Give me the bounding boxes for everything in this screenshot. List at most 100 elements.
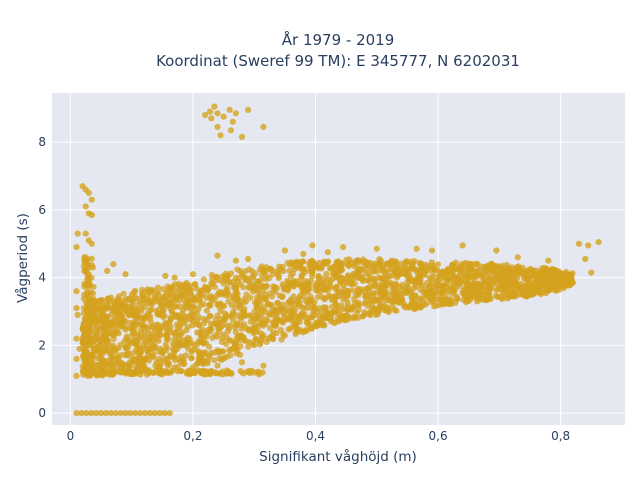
data-point — [367, 297, 374, 304]
data-point — [262, 320, 269, 327]
data-point — [224, 328, 231, 335]
data-point — [82, 254, 89, 261]
data-point — [171, 281, 179, 288]
data-point — [221, 310, 228, 317]
data-point — [288, 299, 296, 306]
data-point — [457, 267, 464, 274]
data-point — [458, 277, 465, 284]
data-point — [568, 275, 575, 282]
data-point — [477, 284, 484, 291]
data-point — [418, 265, 425, 272]
data-point — [290, 317, 297, 324]
data-point — [164, 369, 172, 377]
data-point — [350, 314, 357, 321]
data-point — [290, 310, 298, 317]
data-point — [321, 296, 328, 303]
data-point — [351, 296, 358, 303]
data-point — [547, 281, 554, 288]
data-point — [349, 272, 356, 279]
data-point — [232, 257, 239, 264]
x-tick-label: 0,4 — [306, 429, 325, 443]
data-point — [313, 308, 320, 315]
data-point — [121, 338, 128, 345]
data-point — [117, 410, 124, 417]
data-point — [219, 348, 227, 355]
data-point — [412, 305, 419, 312]
data-point — [563, 273, 570, 280]
data-point — [132, 330, 139, 337]
data-point — [349, 304, 356, 311]
data-point — [200, 320, 207, 327]
data-point — [189, 364, 197, 371]
data-point — [104, 331, 111, 338]
data-point — [102, 367, 109, 374]
data-point — [439, 297, 446, 304]
data-point — [514, 270, 521, 277]
data-point — [334, 269, 341, 276]
data-point — [200, 339, 207, 346]
data-point — [221, 316, 228, 323]
data-point — [315, 274, 322, 281]
data-point — [247, 327, 254, 334]
data-point — [193, 309, 201, 316]
data-point — [177, 315, 184, 322]
data-point — [334, 288, 341, 295]
data-point — [114, 352, 121, 359]
data-point — [333, 301, 340, 308]
data-point — [232, 110, 239, 117]
data-point — [385, 307, 392, 314]
data-point — [136, 354, 143, 361]
data-point — [367, 312, 374, 319]
data-point — [459, 289, 466, 296]
data-point — [344, 303, 351, 310]
data-point — [217, 132, 224, 139]
data-point — [320, 258, 327, 265]
data-point — [238, 359, 246, 366]
data-point — [400, 300, 407, 307]
data-point — [177, 331, 184, 338]
data-point — [227, 127, 234, 134]
data-point — [183, 327, 190, 334]
data-point — [287, 273, 294, 280]
data-point — [226, 106, 233, 113]
y-tick-label: 4 — [38, 271, 46, 285]
data-point — [236, 305, 243, 312]
data-point — [339, 260, 346, 267]
data-point — [127, 410, 134, 417]
data-point — [315, 259, 322, 267]
data-point — [440, 273, 447, 280]
data-point — [361, 300, 368, 307]
data-point — [520, 285, 527, 292]
data-point — [258, 312, 265, 319]
data-point — [473, 261, 480, 268]
data-point — [131, 293, 138, 300]
data-point — [260, 287, 267, 294]
data-point — [162, 321, 169, 328]
data-point — [394, 263, 401, 270]
data-point — [359, 274, 367, 281]
data-point — [113, 322, 120, 329]
data-point — [108, 306, 116, 313]
grid-lines — [52, 93, 625, 425]
data-points — [73, 103, 602, 417]
data-point — [423, 300, 430, 307]
data-point — [323, 313, 330, 320]
data-point — [142, 355, 149, 362]
data-point — [88, 196, 95, 203]
data-point — [439, 289, 446, 296]
data-point — [171, 348, 178, 355]
data-point — [473, 268, 480, 275]
data-point — [73, 372, 80, 379]
data-point — [134, 302, 141, 309]
y-tick-label: 6 — [38, 203, 46, 217]
data-point — [282, 308, 289, 315]
data-point — [89, 354, 96, 361]
data-point — [168, 308, 176, 315]
data-point — [91, 313, 98, 320]
data-point — [286, 261, 294, 268]
data-point — [325, 292, 332, 299]
data-point — [171, 336, 178, 343]
data-point — [238, 133, 246, 141]
data-point — [87, 319, 95, 326]
data-point — [471, 273, 478, 280]
